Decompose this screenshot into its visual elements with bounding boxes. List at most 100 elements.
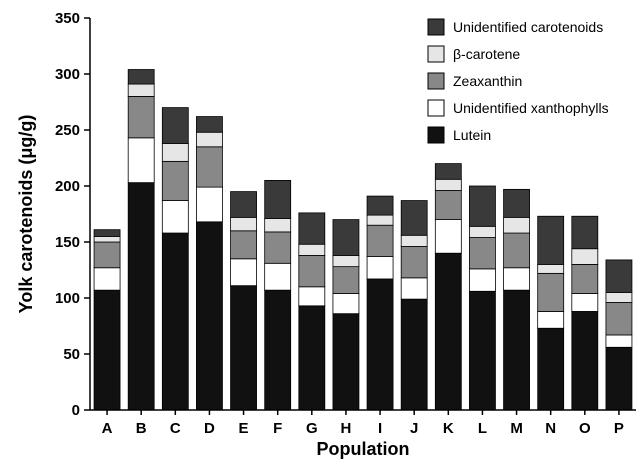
x-tick-label: H bbox=[341, 420, 352, 437]
bar-segment-D-4 bbox=[196, 116, 223, 133]
bar-segment-K-3 bbox=[434, 178, 462, 191]
legend-item: Lutein bbox=[427, 126, 491, 144]
bar-segment-G-3 bbox=[298, 243, 326, 256]
bar-segment-K-2 bbox=[434, 190, 462, 220]
bar-segment-B-0 bbox=[127, 182, 155, 411]
bar-segment-C-0 bbox=[161, 232, 189, 411]
legend-item: β-carotene bbox=[427, 45, 520, 63]
legend-swatch bbox=[427, 99, 445, 117]
bar-segment-C-3 bbox=[161, 143, 189, 162]
bar-stack-D bbox=[196, 116, 223, 411]
bar-segment-H-1 bbox=[332, 293, 360, 315]
x-tick-label: K bbox=[443, 420, 454, 437]
bar-segment-B-4 bbox=[127, 69, 155, 85]
bar-segment-N-3 bbox=[537, 263, 565, 274]
bar-segment-F-1 bbox=[264, 262, 292, 291]
bar-segment-D-1 bbox=[196, 186, 223, 223]
bar-segment-I-4 bbox=[366, 195, 394, 216]
bar-segment-A-3 bbox=[93, 235, 121, 243]
bar-segment-K-1 bbox=[434, 219, 462, 254]
y-tick-label: 350 bbox=[55, 10, 80, 27]
bar-segment-E-3 bbox=[230, 216, 257, 232]
legend-label: β-carotene bbox=[453, 46, 520, 62]
bar-stack-J bbox=[400, 200, 428, 411]
y-tick-label: 150 bbox=[55, 234, 80, 251]
legend-label: Unidentified carotenoids bbox=[453, 19, 603, 35]
bar-segment-P-3 bbox=[605, 291, 633, 303]
legend-label: Lutein bbox=[453, 127, 491, 143]
y-ticks: 0 50 100 150 200 250 300 350 bbox=[55, 10, 90, 419]
bar-segment-E-1 bbox=[230, 258, 257, 287]
legend-swatch bbox=[427, 45, 445, 63]
y-axis-title: Yolk carotenoids (μg/g) bbox=[16, 115, 36, 314]
axes bbox=[89, 18, 636, 411]
bar-segment-G-1 bbox=[298, 286, 326, 307]
x-tick-label: B bbox=[136, 420, 147, 437]
y-tick-label: 200 bbox=[55, 178, 80, 195]
bar-segment-D-3 bbox=[196, 131, 223, 148]
bars bbox=[93, 69, 633, 411]
bar-segment-M-3 bbox=[503, 216, 530, 234]
y-tick-label: 0 bbox=[72, 402, 80, 419]
legend-item: Zeaxanthin bbox=[427, 72, 522, 90]
bar-stack-O bbox=[571, 215, 599, 411]
bar-segment-B-1 bbox=[127, 137, 155, 184]
bar-segment-G-4 bbox=[298, 212, 326, 245]
bar-segment-J-2 bbox=[400, 246, 428, 279]
bar-segment-N-0 bbox=[537, 327, 565, 411]
x-tick-label: P bbox=[614, 420, 624, 437]
bar-segment-M-2 bbox=[503, 232, 530, 269]
bar-segment-M-1 bbox=[503, 267, 530, 291]
legend-label: Zeaxanthin bbox=[453, 73, 522, 89]
bar-segment-L-4 bbox=[469, 185, 496, 227]
bar-segment-A-2 bbox=[93, 241, 121, 269]
bar-segment-F-3 bbox=[264, 218, 292, 233]
x-tick-label: J bbox=[410, 420, 418, 437]
bar-stack-F bbox=[264, 179, 292, 411]
x-tick-label: A bbox=[102, 420, 113, 437]
bar-segment-C-1 bbox=[161, 200, 189, 234]
bar-segment-K-0 bbox=[434, 252, 462, 411]
y-tick-label: 50 bbox=[63, 346, 80, 363]
bar-segment-E-4 bbox=[230, 191, 257, 218]
x-tick-label: D bbox=[204, 420, 215, 437]
bar-segment-N-1 bbox=[537, 311, 565, 329]
bar-segment-O-2 bbox=[571, 263, 599, 294]
bar-segment-M-4 bbox=[503, 188, 530, 218]
bar-segment-N-4 bbox=[537, 215, 565, 265]
bar-segment-I-3 bbox=[366, 214, 394, 226]
bar-stack-I bbox=[366, 195, 394, 411]
bar-segment-H-0 bbox=[332, 313, 360, 411]
bar-segment-L-0 bbox=[469, 290, 496, 411]
bar-stack-K bbox=[434, 163, 462, 411]
bar-segment-C-2 bbox=[161, 160, 189, 201]
bar-segment-F-4 bbox=[264, 179, 292, 219]
x-tick-label: F bbox=[273, 420, 282, 437]
bar-stack-L bbox=[469, 185, 496, 411]
bar-segment-O-4 bbox=[571, 215, 599, 250]
bar-segment-H-3 bbox=[332, 255, 360, 268]
y-tick-label: 250 bbox=[55, 122, 80, 139]
bar-segment-N-2 bbox=[537, 272, 565, 312]
bar-segment-P-1 bbox=[605, 334, 633, 348]
x-tick-label: N bbox=[545, 420, 556, 437]
bar-segment-A-4 bbox=[93, 229, 121, 237]
bar-segment-L-1 bbox=[469, 268, 496, 292]
bar-stack-A bbox=[93, 229, 121, 411]
bar-segment-O-0 bbox=[571, 311, 599, 411]
bar-segment-M-0 bbox=[503, 289, 530, 411]
bar-segment-O-1 bbox=[571, 293, 599, 312]
bar-segment-P-2 bbox=[605, 302, 633, 336]
x-tick-label: M bbox=[510, 420, 523, 437]
legend-label: Unidentified xanthophylls bbox=[453, 100, 609, 116]
bar-stack-M bbox=[503, 188, 530, 411]
bar-segment-B-2 bbox=[127, 96, 155, 139]
bar-segment-E-0 bbox=[230, 285, 257, 411]
bar-stack-N bbox=[537, 215, 565, 411]
bar-stack-B bbox=[127, 69, 155, 411]
y-tick-label: 300 bbox=[55, 66, 80, 83]
bar-segment-D-2 bbox=[196, 146, 223, 188]
bar-stack-C bbox=[161, 107, 189, 411]
bar-segment-O-3 bbox=[571, 248, 599, 265]
